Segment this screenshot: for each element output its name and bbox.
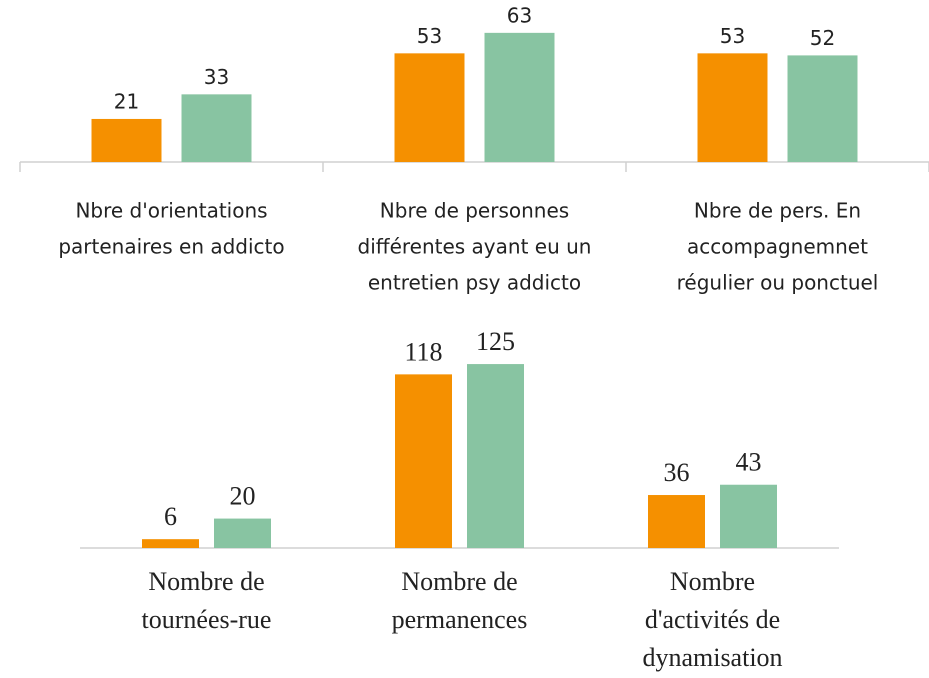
chart: Nbre d'orientations partenaires en addict… [19, 3, 929, 295]
value-label: 52 [810, 26, 835, 50]
value-label: 43 [736, 448, 762, 477]
value-label: 53 [417, 24, 442, 48]
bar [395, 374, 452, 548]
x-tick-label: tournées-rue [142, 605, 272, 634]
x-tick-label: Nombre [670, 567, 755, 596]
value-label: 20 [230, 482, 256, 511]
x-tick-label: Nombre de [401, 567, 517, 596]
bar [720, 484, 777, 548]
bar [467, 364, 524, 548]
bar [697, 53, 768, 162]
x-tick-label: dynamisation [642, 643, 782, 672]
bar [394, 53, 465, 162]
x-tick-label: Nbre d'orientations [75, 199, 267, 223]
bar [648, 495, 705, 548]
bar [181, 94, 252, 162]
bar [484, 32, 555, 162]
x-tick-label: Nombre de [148, 567, 264, 596]
bar [91, 118, 162, 162]
x-tick-label: Nbre de personnes [380, 199, 569, 223]
x-tick-label: régulier ou ponctuel [677, 271, 879, 295]
value-label: 125 [476, 327, 515, 356]
x-tick-label: Nbre de pers. En [694, 199, 861, 223]
value-label: 6 [164, 502, 177, 531]
value-label: 33 [204, 65, 229, 89]
bar [787, 55, 858, 162]
x-tick-label: entretien psy addicto [368, 271, 581, 295]
value-label: 118 [404, 337, 442, 366]
x-tick-label: d'activités de [645, 605, 780, 634]
value-label: 53 [720, 24, 745, 48]
x-tick-label: partenaires en addicto [58, 235, 284, 259]
bar [214, 518, 271, 548]
x-tick-label: différentes ayant eu un [358, 235, 592, 259]
value-label: 63 [507, 3, 532, 27]
x-tick-label: permanences [392, 605, 528, 634]
bar [142, 539, 199, 548]
value-label: 36 [664, 458, 690, 487]
value-label: 21 [114, 89, 139, 113]
x-tick-label: accompagnemnet [687, 235, 868, 259]
chart: Nombre de tournées-rue 6 20 Nombre de permane… [80, 327, 839, 672]
